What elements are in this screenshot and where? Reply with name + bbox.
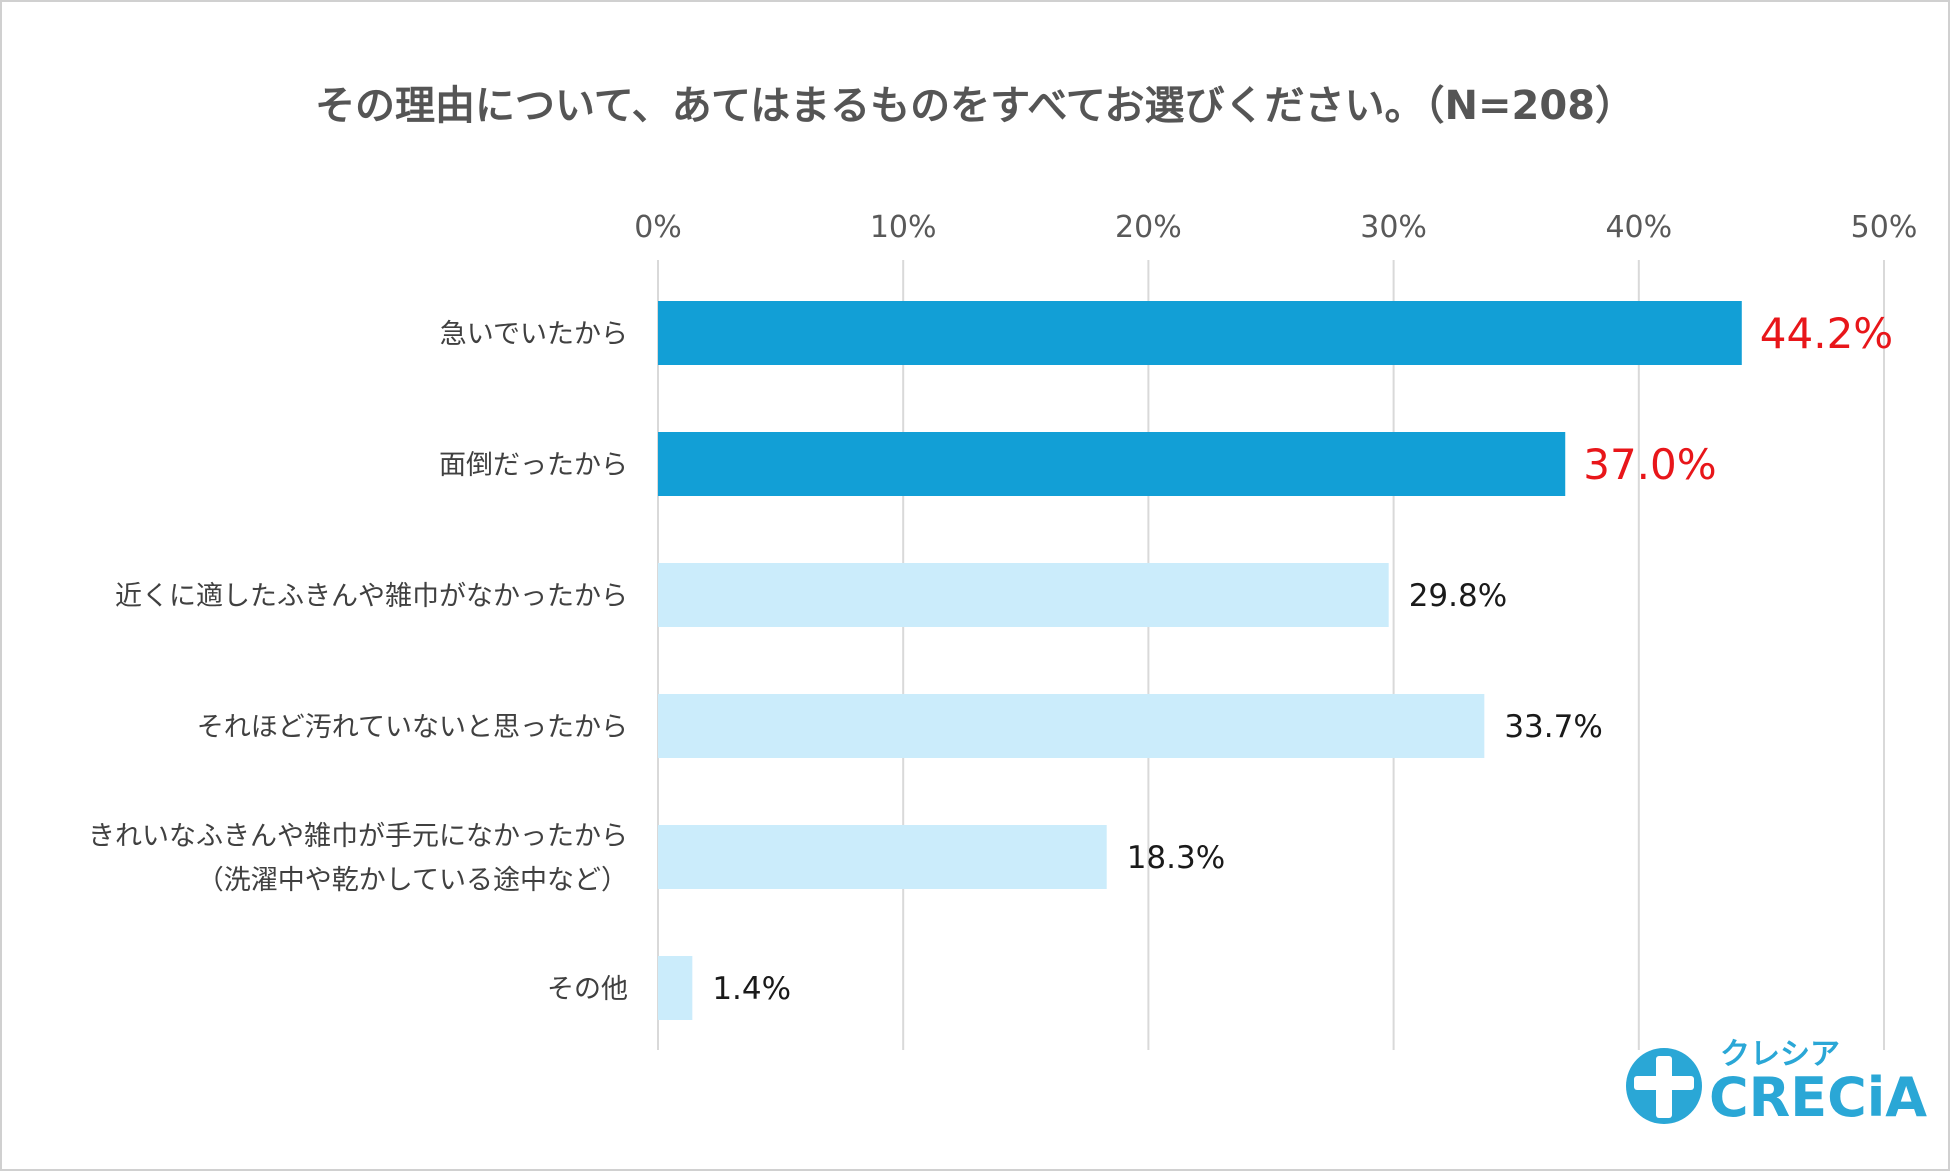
value-labels: 44.2% 37.0% 29.8% 33.7% 18.3% 1.4%: [712, 309, 1893, 1007]
tick-label: 20%: [1115, 210, 1182, 245]
bar: [658, 956, 693, 1020]
bars: [658, 301, 1742, 1020]
value-label: 33.7%: [1504, 709, 1602, 745]
tick-label: 0%: [634, 210, 682, 245]
category-label: 急いでいたから: [440, 319, 628, 350]
value-label: 1.4%: [712, 971, 791, 1007]
value-label: 37.0%: [1583, 440, 1716, 489]
logo-brand: CRECiA: [1709, 1066, 1927, 1129]
category-label: 近くに適したふきんや雑巾がなかったから: [115, 581, 628, 612]
tick-label: 40%: [1605, 210, 1672, 245]
tick-label: 10%: [870, 210, 937, 245]
bar: [658, 432, 1566, 496]
tick-label: 30%: [1360, 210, 1427, 245]
tick-label: 50%: [1851, 210, 1918, 245]
value-label: 18.3%: [1127, 840, 1225, 876]
crecia-logo: クレシア CRECiA: [1626, 1037, 1927, 1129]
category-labels: 急いでいたから面倒だったから近くに適したふきんや雑巾がなかったからそれほど汚れて…: [88, 319, 628, 1005]
axis-ticks: 0% 10% 20% 30% 40% 50%: [634, 210, 1917, 245]
bar: [658, 825, 1107, 889]
value-label: 44.2%: [1760, 309, 1893, 358]
category-label: （洗濯中や乾かしている途中など）: [197, 865, 628, 896]
bar: [658, 301, 1742, 365]
category-label: 面倒だったから: [439, 450, 628, 481]
category-label: きれいなふきんや雑巾が手元になかったから: [88, 821, 628, 852]
category-label: その他: [547, 974, 628, 1005]
gridlines: [657, 260, 1885, 1050]
category-label: それほど汚れていないと思ったから: [197, 712, 628, 743]
bar: [658, 563, 1389, 627]
crecia-cross-icon: [1626, 1048, 1702, 1124]
chart-title: その理由について、あてはまるものをすべてお選びください。（N=208）: [315, 83, 1635, 129]
value-label: 29.8%: [1409, 578, 1507, 614]
bar: [658, 694, 1485, 758]
logo-kana: クレシア: [1720, 1037, 1840, 1072]
